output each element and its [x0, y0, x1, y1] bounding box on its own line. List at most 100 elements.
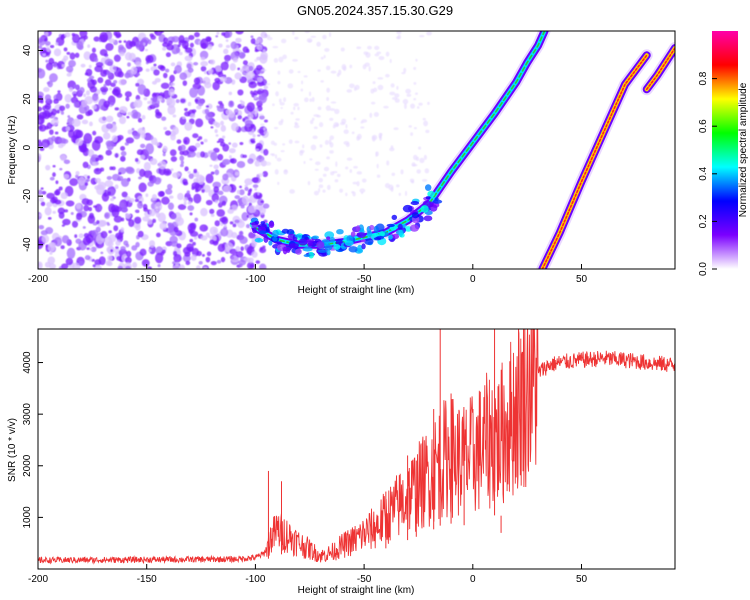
- noise-speck: [159, 222, 167, 230]
- noise-speck: [76, 41, 84, 50]
- noise-speck: [413, 127, 417, 130]
- noise-speck: [47, 242, 56, 252]
- noise-speck: [147, 266, 152, 269]
- noise-speck: [45, 164, 51, 171]
- noise-speck: [56, 109, 60, 114]
- noise-speck: [170, 240, 179, 247]
- noise-speck: [404, 190, 408, 197]
- noise-speck: [162, 152, 166, 157]
- noise-speck: [218, 43, 223, 48]
- noise-speck: [44, 94, 52, 102]
- noise-speck: [234, 72, 242, 80]
- noise-speck: [214, 129, 218, 134]
- noise-speck: [54, 131, 59, 135]
- noise-speck: [252, 184, 259, 189]
- noise-speck: [242, 118, 246, 122]
- noise-speck: [118, 202, 125, 208]
- snr-x-ticks: -200 -150 -100 -50 0 50: [28, 564, 588, 585]
- noise-speck: [212, 147, 220, 153]
- noise-speck: [393, 127, 399, 131]
- noise-speck: [81, 198, 90, 205]
- noise-speck: [79, 87, 85, 94]
- noise-speck: [363, 51, 368, 55]
- noise-speck: [239, 189, 245, 196]
- noise-speck: [257, 134, 261, 137]
- noise-speck: [340, 47, 345, 52]
- noise-speck: [183, 201, 187, 206]
- track-blob: [272, 236, 278, 242]
- noise-speck: [160, 65, 165, 69]
- track-blob: [282, 246, 288, 255]
- noise-speck: [128, 219, 135, 228]
- noise-speck: [228, 91, 233, 96]
- noise-speck: [153, 177, 162, 185]
- noise-speck: [405, 88, 412, 94]
- noise-speck: [198, 261, 203, 265]
- noise-speck: [137, 117, 143, 123]
- noise-speck: [301, 80, 304, 85]
- noise-speck: [75, 171, 80, 176]
- noise-speck: [126, 115, 130, 119]
- noise-speck: [177, 204, 187, 211]
- colorbar-tick-label: 0.4: [698, 166, 709, 180]
- noise-speck: [134, 157, 139, 162]
- noise-speck: [200, 207, 208, 217]
- noise-speck: [236, 160, 246, 168]
- noise-speck: [378, 55, 385, 61]
- noise-speck: [323, 166, 330, 172]
- noise-speck: [40, 201, 46, 207]
- noise-speck: [246, 102, 255, 112]
- noise-speck: [44, 38, 48, 42]
- noise-speck: [190, 254, 197, 261]
- colorbar-tick-label: 0.8: [698, 71, 709, 85]
- noise-speck: [195, 151, 202, 158]
- noise-speck: [58, 105, 66, 112]
- spectrogram-y-tick-label: 20: [22, 93, 33, 105]
- noise-speck: [184, 107, 188, 112]
- track-blob: [361, 243, 366, 250]
- snr-frame: [37, 328, 676, 570]
- noise-speck: [154, 31, 163, 36]
- noise-speck: [396, 85, 399, 90]
- noise-speck: [375, 151, 378, 157]
- spectrogram-tracks: [249, 31, 675, 269]
- noise-speck: [132, 261, 138, 268]
- noise-speck: [120, 227, 125, 233]
- noise-speck: [142, 203, 148, 210]
- noise-speck: [91, 47, 97, 53]
- noise-speck: [66, 51, 71, 55]
- noise-speck: [93, 167, 102, 175]
- noise-speck: [141, 37, 150, 44]
- noise-speck: [373, 87, 378, 93]
- noise-speck: [206, 251, 212, 257]
- noise-speck: [254, 187, 258, 191]
- noise-speck: [308, 91, 312, 97]
- noise-speck: [121, 206, 128, 213]
- noise-speck: [167, 222, 174, 228]
- noise-speck: [349, 83, 355, 89]
- noise-speck: [222, 173, 229, 181]
- noise-speck: [65, 257, 74, 266]
- noise-speck: [230, 204, 238, 212]
- noise-speck: [317, 69, 321, 72]
- noise-speck: [115, 33, 122, 38]
- colorbar-ticks: 0.0 0.2 0.4 0.6 0.8: [698, 71, 717, 276]
- noise-speck: [63, 174, 70, 180]
- noise-speck: [133, 132, 141, 140]
- noise-speck: [203, 266, 208, 269]
- noise-speck: [335, 123, 339, 127]
- noise-speck: [398, 192, 401, 196]
- noise-speck: [84, 182, 89, 186]
- noise-speck: [352, 181, 358, 185]
- noise-speck: [342, 65, 347, 72]
- track-blob: [254, 220, 260, 224]
- noise-speck: [163, 72, 168, 79]
- noise-speck: [105, 149, 112, 156]
- noise-speck: [251, 251, 258, 258]
- noise-speck: [403, 67, 407, 73]
- noise-speck: [223, 224, 227, 228]
- noise-speck: [346, 89, 353, 93]
- noise-speck: [250, 123, 255, 128]
- noise-speck: [179, 163, 184, 168]
- noise-speck: [170, 62, 176, 67]
